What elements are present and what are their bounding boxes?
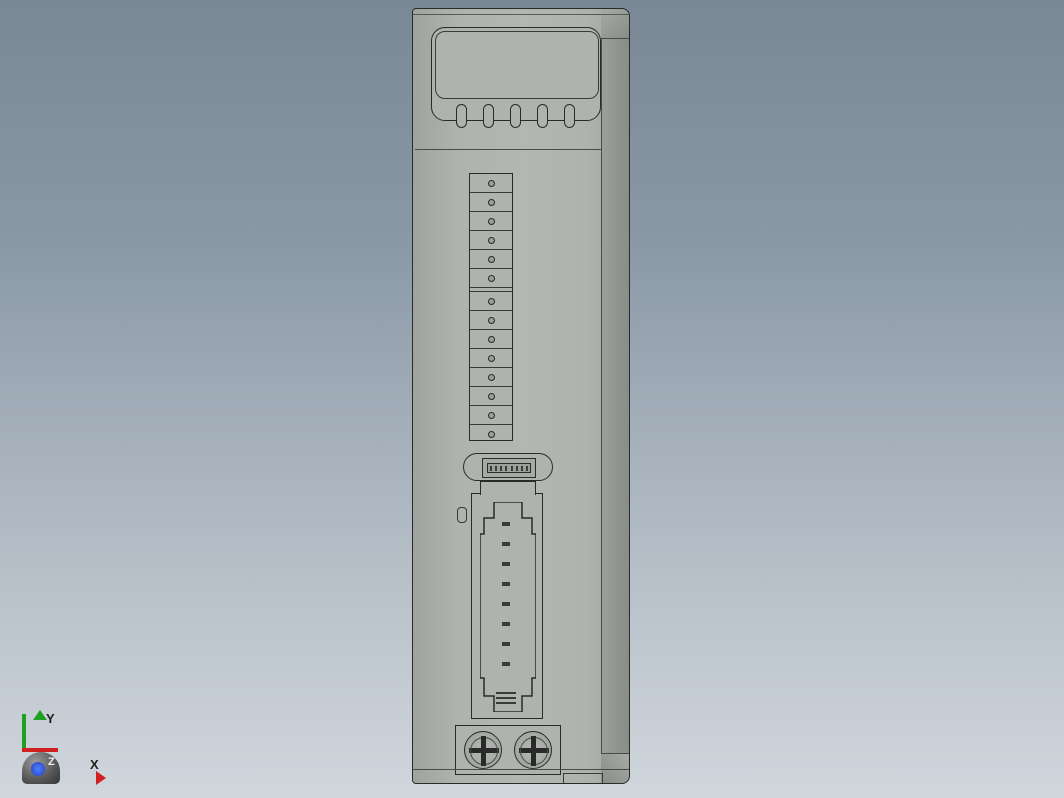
screw-recess <box>470 737 498 765</box>
terminal-block <box>469 173 513 441</box>
connector-bottom-detail <box>496 692 516 704</box>
pin <box>495 466 497 471</box>
terminal-row <box>470 311 512 330</box>
connector-pin <box>502 602 510 606</box>
connector-pin <box>502 622 510 626</box>
terminal-row <box>470 330 512 349</box>
connector-key-notch <box>480 481 536 495</box>
pin <box>521 466 523 471</box>
y-axis-label: Y <box>46 711 55 726</box>
connector-pin <box>502 542 510 546</box>
cad-viewport[interactable]: Y X Z <box>0 0 1064 798</box>
panel-divider <box>415 149 601 150</box>
x-axis-label: X <box>90 757 99 772</box>
display-panel <box>431 27 601 121</box>
connector-pin <box>496 697 516 699</box>
terminal-row <box>470 292 512 311</box>
screw-recess <box>520 737 548 765</box>
terminal-hole <box>488 180 495 187</box>
terminal-hole <box>488 275 495 282</box>
y-axis[interactable] <box>22 714 26 748</box>
device-body <box>412 8 630 784</box>
terminal-hole <box>488 317 495 324</box>
led-indicator-row <box>456 104 575 128</box>
connector-pin <box>502 662 510 666</box>
connector-pin <box>496 692 516 694</box>
connector-pin <box>496 702 516 704</box>
terminal-row <box>470 231 512 250</box>
comm-port-socket <box>482 458 536 478</box>
pin <box>526 466 528 471</box>
terminal-hole <box>488 336 495 343</box>
x-axis-arrow <box>96 771 106 785</box>
device-top-edge <box>413 9 629 15</box>
connector-pin <box>502 522 510 526</box>
led-slot <box>510 104 521 128</box>
terminal-hole <box>488 298 495 305</box>
connector-pin-column <box>502 522 510 666</box>
rail-notch <box>563 773 603 783</box>
bottom-mounting-rail <box>413 769 629 783</box>
display-window <box>435 31 599 99</box>
terminal-hole <box>488 355 495 362</box>
terminal-hole <box>488 393 495 400</box>
z-axis-label: Z <box>48 756 55 768</box>
main-connector <box>471 493 543 719</box>
comm-port-pins <box>487 463 531 473</box>
led-slot <box>483 104 494 128</box>
latch-indicator <box>457 507 467 523</box>
terminal-row <box>470 269 512 288</box>
terminal-hole <box>488 199 495 206</box>
terminal-row <box>470 193 512 212</box>
z-axis[interactable] <box>31 762 45 776</box>
coordinate-triad[interactable]: Y X Z <box>22 714 102 784</box>
terminal-hole <box>488 374 495 381</box>
connector-pin <box>502 582 510 586</box>
terminal-row <box>470 250 512 269</box>
pin <box>490 466 492 471</box>
terminal-hole <box>488 412 495 419</box>
terminal-row <box>470 425 512 444</box>
connector-pin <box>502 642 510 646</box>
terminal-hole <box>488 218 495 225</box>
terminal-hole <box>488 431 495 438</box>
terminal-row <box>470 368 512 387</box>
terminal-row <box>470 212 512 231</box>
pin <box>511 466 513 471</box>
connector-pin <box>502 562 510 566</box>
terminal-row <box>470 406 512 425</box>
terminal-hole <box>488 237 495 244</box>
comm-port <box>463 453 553 481</box>
terminal-hole <box>488 256 495 263</box>
y-axis-arrow <box>33 710 47 720</box>
led-slot <box>456 104 467 128</box>
device-side-face <box>601 9 629 783</box>
terminal-row <box>470 174 512 193</box>
phillips-screw <box>464 731 502 769</box>
pin <box>505 466 507 471</box>
pin <box>516 466 518 471</box>
phillips-screw <box>514 731 552 769</box>
terminal-row <box>470 387 512 406</box>
led-slot <box>564 104 575 128</box>
pin <box>500 466 502 471</box>
led-slot <box>537 104 548 128</box>
ground-screw-panel <box>455 725 561 775</box>
terminal-row <box>470 349 512 368</box>
